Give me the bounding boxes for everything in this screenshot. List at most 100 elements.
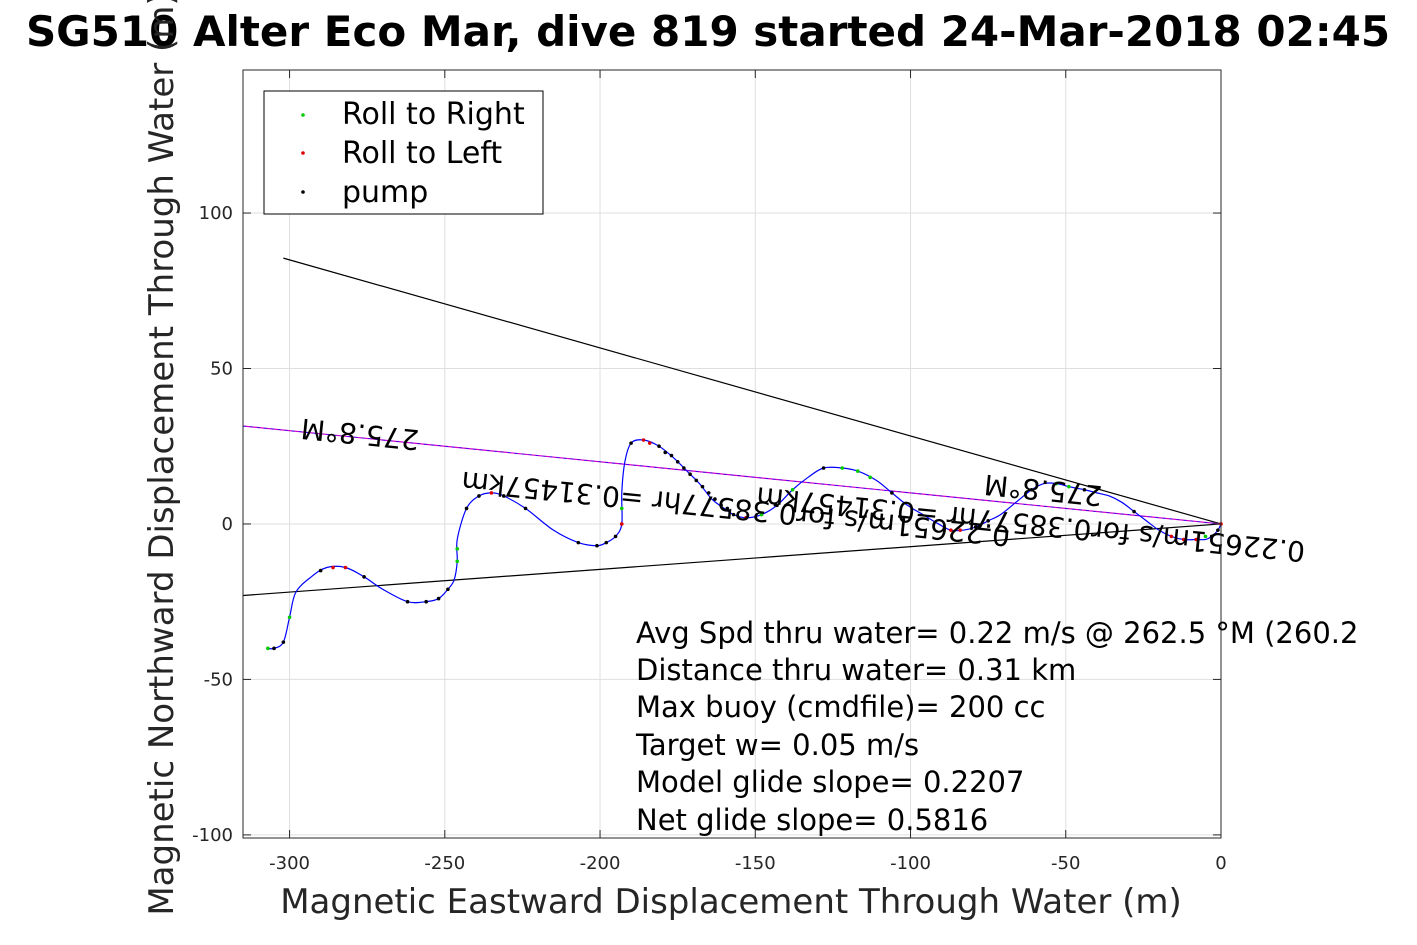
- plot-frame: [242, 69, 1222, 839]
- annotation-avg-speed: Avg Spd thru water= 0.22 m/s @ 262.5 °M …: [636, 616, 1358, 650]
- pump-point: [436, 596, 441, 601]
- roll-to-left-point: [489, 491, 494, 495]
- roll-to-left-point: [343, 565, 348, 570]
- pump-point: [706, 491, 711, 495]
- pump-point: [1082, 487, 1087, 492]
- y-tick-label: 0: [222, 514, 233, 535]
- y-axis-label: Magnetic Northward Displacement Through …: [142, 0, 182, 916]
- roll-to-left-point: [744, 515, 748, 520]
- roll-to-left-point: [1181, 537, 1186, 542]
- x-tick-label: -200: [580, 853, 621, 874]
- bound-upper: [283, 257, 1222, 525]
- reference-lines: [242, 257, 1222, 597]
- roll-to-right-point: [840, 466, 845, 470]
- pump-point: [362, 575, 366, 579]
- stats-annotations: Avg Spd thru water= 0.22 m/s @ 262.5 °M …: [635, 616, 1358, 837]
- roll-to-right-point: [455, 547, 460, 551]
- x-tick-label: -300: [269, 853, 310, 874]
- roll-to-right-point: [1054, 481, 1059, 486]
- annotation-distance: Distance thru water= 0.31 km: [636, 653, 1076, 687]
- pump-point: [725, 506, 730, 511]
- pump-point: [731, 512, 736, 517]
- y-tick-label: -50: [204, 669, 233, 690]
- roll-to-right-point: [455, 559, 460, 564]
- pump-point: [688, 472, 692, 477]
- roll-to-left-point: [1194, 537, 1198, 542]
- annotation-target-w: Target w= 0.05 m/s: [635, 728, 919, 762]
- roll-to-right-point: [619, 506, 624, 511]
- pump-point: [1132, 509, 1136, 514]
- legend-marker-roll-left: [301, 151, 305, 155]
- pump-point: [281, 640, 286, 644]
- roll-to-left-point: [949, 528, 953, 532]
- pump-point: [477, 494, 481, 498]
- annotation-max-buoy: Max buoy (cmdfile)= 200 cc: [636, 690, 1045, 724]
- y-tick-label: 50: [210, 358, 233, 379]
- pump-point: [629, 441, 633, 445]
- roll-to-right-point: [855, 469, 860, 473]
- pump-point: [604, 540, 609, 545]
- roll-to-right-point: [759, 512, 764, 517]
- axis-ticks: -300 -250 -200 -150 -100 -50 0 -100 -50 0 50 100: [192, 70, 1227, 874]
- y-tick-label: 100: [199, 203, 233, 224]
- roll-to-right-point: [1067, 484, 1071, 489]
- x-tick-label: -250: [424, 853, 465, 874]
- pump-point: [446, 587, 450, 592]
- pump-point: [464, 506, 469, 511]
- roll-to-right-point: [790, 487, 795, 492]
- y-tick-label: -100: [192, 825, 233, 846]
- grid-lines: [243, 70, 1222, 838]
- legend-marker-pump: [301, 190, 305, 194]
- legend-label-pump: pump: [342, 175, 428, 210]
- pump-point: [713, 497, 717, 501]
- roll-to-left-point: [647, 441, 652, 445]
- legend: Roll to Right Roll to Left pump: [263, 90, 544, 215]
- x-tick-label: -150: [735, 853, 776, 874]
- pump-point: [1029, 487, 1034, 492]
- pump-point: [719, 503, 723, 508]
- annotation-net-glide-slope: Net glide slope= 0.5816: [636, 803, 988, 837]
- pump-point: [1209, 534, 1214, 539]
- roll-to-right-point: [868, 475, 872, 480]
- pump-point: [502, 494, 506, 498]
- pump-point: [613, 534, 618, 539]
- pump-point: [595, 543, 599, 548]
- pump-point: [682, 466, 686, 470]
- track-path-group: [267, 439, 1222, 650]
- chart-title: SG510 Alter Eco Mar, dive 819 started 24…: [26, 7, 1390, 56]
- annotation-model-glide-slope: Model glide slope= 0.2207: [636, 765, 1024, 799]
- track-line: [267, 439, 1222, 650]
- roll-to-left-point: [641, 438, 646, 442]
- pump-point: [576, 540, 581, 545]
- legend-label-roll-left: Roll to Left: [342, 136, 502, 171]
- x-tick-label: 0: [1215, 853, 1226, 874]
- pump-point: [700, 484, 705, 489]
- pump-point: [318, 568, 323, 573]
- heading-line-blue: [242, 425, 1222, 525]
- pump-point: [405, 599, 410, 604]
- bound-lower: [242, 523, 1222, 597]
- legend-label-roll-right: Roll to Right: [342, 97, 525, 132]
- x-tick-label: -50: [1051, 853, 1080, 874]
- roll-to-left-point: [1169, 534, 1174, 539]
- pump-point: [821, 466, 826, 470]
- data-points: [266, 438, 1223, 651]
- pump-point: [663, 450, 668, 455]
- roll-to-left-point: [619, 522, 624, 526]
- roll-to-left-point: [331, 565, 335, 570]
- pump-point: [775, 503, 779, 508]
- pump-point: [424, 599, 428, 604]
- pump-point: [890, 491, 894, 495]
- pump-point: [1216, 528, 1220, 532]
- pump-point: [669, 453, 674, 458]
- x-tick-label: -100: [890, 853, 931, 874]
- roll-to-right-point: [1203, 534, 1208, 539]
- roll-to-right-point: [266, 646, 270, 651]
- pump-point: [657, 444, 661, 449]
- legend-box: [263, 90, 544, 215]
- roll-to-right-point: [287, 615, 292, 620]
- pump-point: [973, 525, 978, 529]
- pump-point: [523, 506, 528, 511]
- pump-point: [986, 519, 990, 523]
